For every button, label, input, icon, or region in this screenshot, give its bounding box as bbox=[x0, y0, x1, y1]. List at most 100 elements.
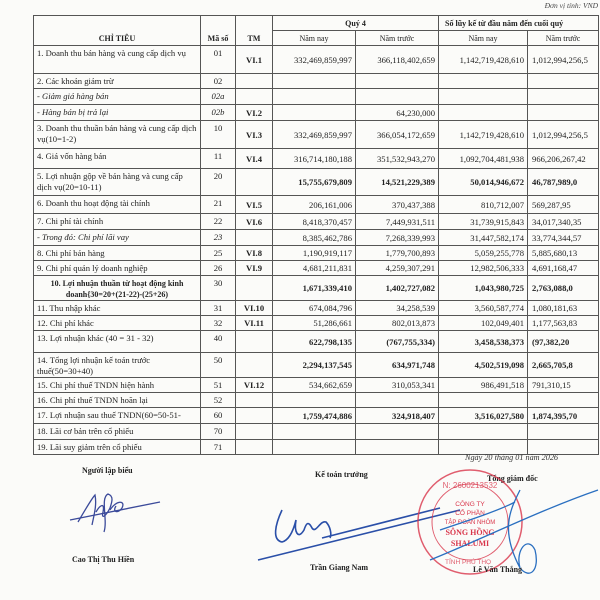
director-signature bbox=[429, 489, 599, 574]
director-title: Tổng giám đốc bbox=[487, 474, 538, 483]
svg-text:N: 2600213532: N: 2600213532 bbox=[443, 481, 498, 490]
code-cell: 51 bbox=[200, 377, 236, 393]
header-ytd-last-year: Năm trước bbox=[527, 30, 600, 46]
ytd-last-year-value: 966,206,267,42 bbox=[527, 148, 600, 169]
ytd-this-year-value: 31,447,582,174 bbox=[438, 229, 529, 246]
quarter-this-year-value: 1,190,919,117 bbox=[272, 245, 356, 261]
note-cell: VI.8 bbox=[235, 245, 273, 261]
ytd-this-year-value: 1,092,704,481,938 bbox=[438, 148, 529, 169]
ytd-last-year-value: 4,691,168,47 bbox=[527, 260, 600, 276]
code-cell: 21 bbox=[200, 195, 236, 214]
ytd-this-year-value bbox=[438, 104, 529, 121]
director-name: Lê Văn Thắng bbox=[473, 565, 523, 574]
code-cell: 02b bbox=[200, 104, 236, 121]
table-row: 5. Lợi nhuận gộp về bán hàng và cung cấp… bbox=[33, 168, 600, 196]
indicator-label: 10. Lợi nhuận thuần từ hoạt động kinh do… bbox=[33, 275, 201, 301]
ytd-last-year-value: 791,310,15 bbox=[527, 377, 600, 393]
indicator-label: 8. Chi phí bán hàng bbox=[33, 245, 201, 261]
quarter-this-year-value bbox=[272, 73, 356, 89]
ytd-this-year-value: 1,142,719,428,610 bbox=[438, 45, 529, 74]
note-cell: VI.5 bbox=[235, 195, 273, 214]
indicator-label: 15. Chi phí thuế TNDN hiện hành bbox=[33, 377, 201, 393]
quarter-last-year-value: 351,532,943,270 bbox=[354, 148, 440, 169]
quarter-this-year-value: 206,161,006 bbox=[272, 195, 356, 214]
header-quarter-this-year: Năm nay bbox=[272, 30, 356, 46]
code-cell: 32 bbox=[200, 315, 236, 331]
income-statement-table: CHỈ TIÊU Mã số TM Quý 4 Số lũy kế từ đầu… bbox=[33, 15, 600, 455]
ytd-this-year-value: 102,049,401 bbox=[438, 315, 529, 331]
indicator-label: - Trong đó: Chi phí lãi vay bbox=[33, 229, 201, 246]
code-cell: 26 bbox=[200, 260, 236, 276]
accountant-name: Trần Giang Nam bbox=[310, 563, 369, 572]
quarter-this-year-value bbox=[272, 88, 356, 105]
quarter-this-year-value: 4,681,211,831 bbox=[272, 260, 356, 276]
quarter-last-year-value: 7,268,339,993 bbox=[354, 229, 440, 246]
code-cell: 10 bbox=[200, 120, 236, 149]
table-row: - Giảm giá hàng bán 02a bbox=[33, 88, 600, 105]
indicator-label: 5. Lợi nhuận gộp về bán hàng và cung cấp… bbox=[33, 168, 201, 196]
code-cell: 20 bbox=[200, 168, 236, 196]
ytd-last-year-value: 1,080,181,63 bbox=[527, 300, 600, 316]
quarter-this-year-value: 534,662,659 bbox=[272, 377, 356, 393]
quarter-this-year-value bbox=[272, 423, 356, 440]
quarter-this-year-value: 622,798,135 bbox=[272, 330, 356, 353]
quarter-last-year-value: 310,053,341 bbox=[354, 377, 440, 393]
quarter-last-year-value bbox=[354, 423, 440, 440]
table-row: 4. Giá vốn hàng bán 11 VI.4 316,714,180,188… bbox=[33, 148, 600, 169]
indicator-label: 1. Doanh thu bán hàng và cung cấp dịch v… bbox=[33, 45, 201, 74]
quarter-this-year-value: 8,385,462,786 bbox=[272, 229, 356, 246]
report-date: Ngày 20 tháng 01 năm 2026 bbox=[465, 453, 559, 462]
note-cell bbox=[235, 330, 273, 353]
ytd-this-year-value: 1,142,719,428,610 bbox=[438, 120, 529, 149]
ytd-this-year-value: 31,739,915,843 bbox=[438, 213, 529, 230]
ytd-last-year-value: (97,382,20 bbox=[527, 330, 600, 353]
note-cell: VI.4 bbox=[235, 148, 273, 169]
indicator-label: - Giảm giá hàng bán bbox=[33, 88, 201, 105]
ytd-last-year-value bbox=[527, 88, 600, 105]
quarter-last-year-value: 802,013,873 bbox=[354, 315, 440, 331]
code-cell: 71 bbox=[200, 439, 236, 455]
ytd-this-year-value: 1,043,980,725 bbox=[438, 275, 529, 301]
header-note: TM bbox=[235, 15, 273, 46]
ytd-this-year-value: 810,712,007 bbox=[438, 195, 529, 214]
preparer-title: Người lập biểu bbox=[82, 466, 133, 475]
code-cell: 70 bbox=[200, 423, 236, 440]
quarter-last-year-value: 34,258,539 bbox=[354, 300, 440, 316]
note-cell: VI.12 bbox=[235, 377, 273, 393]
table-row: 18. Lãi cơ bản trên cổ phiếu 70 bbox=[33, 423, 600, 440]
code-cell: 60 bbox=[200, 407, 236, 424]
table-row: 10. Lợi nhuận thuần từ hoạt động kinh do… bbox=[33, 275, 600, 301]
code-cell: 02 bbox=[200, 73, 236, 89]
svg-text:TẬP ĐOÀN NHÔM: TẬP ĐOÀN NHÔM bbox=[445, 519, 496, 526]
quarter-last-year-value: 64,230,000 bbox=[354, 104, 440, 121]
ytd-last-year-value: 2,665,705,8 bbox=[527, 352, 600, 378]
code-cell: 01 bbox=[200, 45, 236, 74]
indicator-label: 6. Doanh thu hoạt động tài chính bbox=[33, 195, 201, 214]
ytd-this-year-value bbox=[438, 392, 529, 408]
svg-text:SÔNG HỒNG: SÔNG HỒNG bbox=[445, 527, 494, 537]
table-row: 13. Lợi nhuận khác (40 = 31 - 32) 40 622,7… bbox=[33, 330, 600, 353]
table-row: 7. Chi phí tài chính 22 VI.6 8,418,370,457 7… bbox=[33, 213, 600, 230]
table-row: - Hàng bán bị trả lại 02b VI.2 64,230,000 bbox=[33, 104, 600, 121]
table-row: 1. Doanh thu bán hàng và cung cấp dịch v… bbox=[33, 45, 600, 74]
indicator-label: 19. Lãi suy giảm trên cổ phiếu bbox=[33, 439, 201, 455]
quarter-this-year-value bbox=[272, 104, 356, 121]
code-cell: 40 bbox=[200, 330, 236, 353]
quarter-last-year-value: 1,402,727,082 bbox=[354, 275, 440, 301]
ytd-last-year-value: 33,774,344,57 bbox=[527, 229, 600, 246]
code-cell: 31 bbox=[200, 300, 236, 316]
note-cell bbox=[235, 168, 273, 196]
table-row: 6. Doanh thu hoạt động tài chính 21 VI.5 20… bbox=[33, 195, 600, 214]
note-cell bbox=[235, 275, 273, 301]
ytd-last-year-value: 569,287,95 bbox=[527, 195, 600, 214]
code-cell: 52 bbox=[200, 392, 236, 408]
ytd-this-year-value: 3,458,538,373 bbox=[438, 330, 529, 353]
code-cell: 30 bbox=[200, 275, 236, 301]
note-cell bbox=[235, 352, 273, 378]
ytd-last-year-value: 46,787,989,0 bbox=[527, 168, 600, 196]
signatures-and-stamp: N: 2600213532 CÔNG TY CỔ PHẦN TẬP ĐOÀN N… bbox=[69, 469, 599, 575]
ytd-this-year-value: 4,502,519,098 bbox=[438, 352, 529, 378]
note-cell: VI.11 bbox=[235, 315, 273, 331]
ytd-last-year-value: 1,012,994,256,5 bbox=[527, 45, 600, 74]
ytd-this-year-value bbox=[438, 88, 529, 105]
